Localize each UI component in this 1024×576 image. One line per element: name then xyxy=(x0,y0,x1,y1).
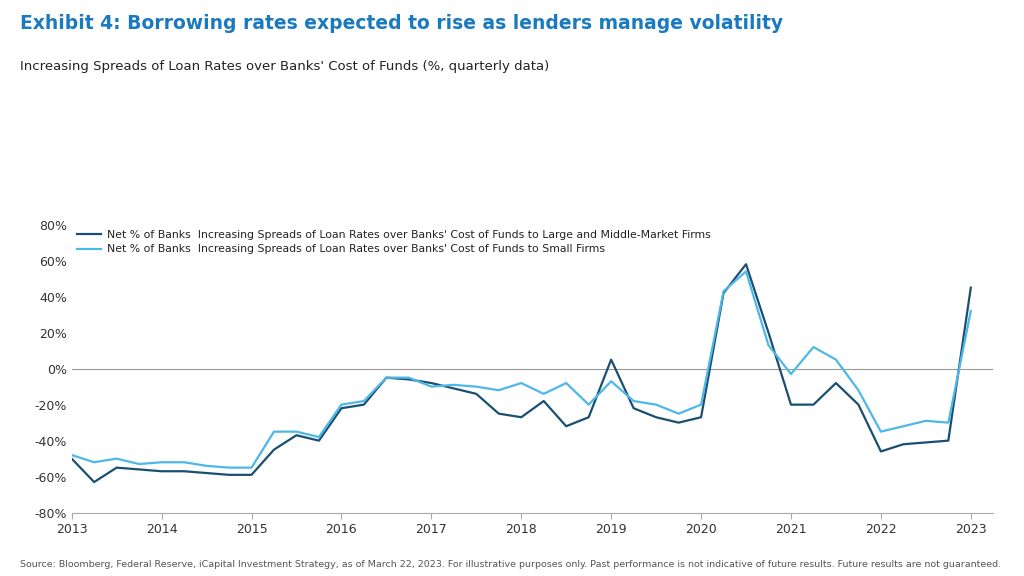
Net % of Banks  Increasing Spreads of Loan Rates over Banks' Cost of Funds to Small Firms xyxy=(740,268,753,275)
Net % of Banks  Increasing Spreads of Loan Rates over Banks' Cost of Funds to Small Firms xyxy=(829,356,842,363)
Net % of Banks  Increasing Spreads of Loan Rates over Banks' Cost of Funds to Small Firms xyxy=(874,428,887,435)
Net % of Banks  Increasing Spreads of Loan Rates over Banks' Cost of Funds to Large and Middle-Market Firms xyxy=(470,391,482,397)
Text: Exhibit 4: Borrowing rates expected to rise as lenders manage volatility: Exhibit 4: Borrowing rates expected to r… xyxy=(20,14,783,33)
Net % of Banks  Increasing Spreads of Loan Rates over Banks' Cost of Funds to Large and Middle-Market Firms xyxy=(762,329,774,336)
Net % of Banks  Increasing Spreads of Loan Rates over Banks' Cost of Funds to Large and Middle-Market Firms xyxy=(246,471,258,478)
Net % of Banks  Increasing Spreads of Loan Rates over Banks' Cost of Funds to Small Firms xyxy=(357,397,370,404)
Net % of Banks  Increasing Spreads of Loan Rates over Banks' Cost of Funds to Small Firms xyxy=(470,383,482,390)
Net % of Banks  Increasing Spreads of Loan Rates over Banks' Cost of Funds to Small Firms xyxy=(673,410,685,417)
Net % of Banks  Increasing Spreads of Loan Rates over Banks' Cost of Funds to Large and Middle-Market Firms xyxy=(380,374,392,381)
Net % of Banks  Increasing Spreads of Loan Rates over Banks' Cost of Funds to Large and Middle-Market Firms xyxy=(201,469,213,476)
Net % of Banks  Increasing Spreads of Loan Rates over Banks' Cost of Funds to Small Firms xyxy=(493,387,505,394)
Net % of Banks  Increasing Spreads of Loan Rates over Banks' Cost of Funds to Large and Middle-Market Firms xyxy=(357,401,370,408)
Net % of Banks  Increasing Spreads of Loan Rates over Banks' Cost of Funds to Large and Middle-Market Firms xyxy=(695,414,708,420)
Net % of Banks  Increasing Spreads of Loan Rates over Banks' Cost of Funds to Small Firms xyxy=(178,458,190,465)
Net % of Banks  Increasing Spreads of Loan Rates over Banks' Cost of Funds to Large and Middle-Market Firms xyxy=(447,385,460,392)
Net % of Banks  Increasing Spreads of Loan Rates over Banks' Cost of Funds to Large and Middle-Market Firms xyxy=(88,479,100,486)
Net % of Banks  Increasing Spreads of Loan Rates over Banks' Cost of Funds to Small Firms xyxy=(583,401,595,408)
Net % of Banks  Increasing Spreads of Loan Rates over Banks' Cost of Funds to Large and Middle-Market Firms xyxy=(965,284,977,291)
Net % of Banks  Increasing Spreads of Loan Rates over Banks' Cost of Funds to Large and Middle-Market Firms xyxy=(268,446,281,453)
Net % of Banks  Increasing Spreads of Loan Rates over Banks' Cost of Funds to Small Firms xyxy=(560,380,572,386)
Net % of Banks  Increasing Spreads of Loan Rates over Banks' Cost of Funds to Large and Middle-Market Firms xyxy=(583,414,595,420)
Net % of Banks  Increasing Spreads of Loan Rates over Banks' Cost of Funds to Large and Middle-Market Firms xyxy=(874,448,887,455)
Net % of Banks  Increasing Spreads of Loan Rates over Banks' Cost of Funds to Small Firms xyxy=(133,461,145,468)
Net % of Banks  Increasing Spreads of Loan Rates over Banks' Cost of Funds to Large and Middle-Market Firms xyxy=(223,471,236,478)
Net % of Banks  Increasing Spreads of Loan Rates over Banks' Cost of Funds to Small Firms xyxy=(156,458,168,465)
Net % of Banks  Increasing Spreads of Loan Rates over Banks' Cost of Funds to Large and Middle-Market Firms xyxy=(560,423,572,430)
Net % of Banks  Increasing Spreads of Loan Rates over Banks' Cost of Funds to Small Firms xyxy=(897,423,909,430)
Line: Net % of Banks  Increasing Spreads of Loan Rates over Banks' Cost of Funds to Small Firms: Net % of Banks Increasing Spreads of Loa… xyxy=(72,271,971,468)
Net % of Banks  Increasing Spreads of Loan Rates over Banks' Cost of Funds to Large and Middle-Market Firms xyxy=(920,439,932,446)
Net % of Banks  Increasing Spreads of Loan Rates over Banks' Cost of Funds to Small Firms xyxy=(538,391,550,397)
Net % of Banks  Increasing Spreads of Loan Rates over Banks' Cost of Funds to Small Firms xyxy=(268,428,281,435)
Net % of Banks  Increasing Spreads of Loan Rates over Banks' Cost of Funds to Small Firms xyxy=(628,397,640,404)
Net % of Banks  Increasing Spreads of Loan Rates over Banks' Cost of Funds to Small Firms xyxy=(111,455,123,462)
Net % of Banks  Increasing Spreads of Loan Rates over Banks' Cost of Funds to Large and Middle-Market Firms xyxy=(538,397,550,404)
Net % of Banks  Increasing Spreads of Loan Rates over Banks' Cost of Funds to Small Firms xyxy=(920,418,932,425)
Net % of Banks  Increasing Spreads of Loan Rates over Banks' Cost of Funds to Large and Middle-Market Firms xyxy=(66,455,78,462)
Legend: Net % of Banks  Increasing Spreads of Loan Rates over Banks' Cost of Funds to La: Net % of Banks Increasing Spreads of Loa… xyxy=(77,230,712,255)
Net % of Banks  Increasing Spreads of Loan Rates over Banks' Cost of Funds to Large and Middle-Market Firms xyxy=(784,401,797,408)
Text: Source: Bloomberg, Federal Reserve, iCapital Investment Strategy, as of March 22: Source: Bloomberg, Federal Reserve, iCap… xyxy=(20,560,1001,569)
Net % of Banks  Increasing Spreads of Loan Rates over Banks' Cost of Funds to Large and Middle-Market Firms xyxy=(493,410,505,417)
Net % of Banks  Increasing Spreads of Loan Rates over Banks' Cost of Funds to Large and Middle-Market Firms xyxy=(178,468,190,475)
Net % of Banks  Increasing Spreads of Loan Rates over Banks' Cost of Funds to Small Firms xyxy=(852,387,864,394)
Net % of Banks  Increasing Spreads of Loan Rates over Banks' Cost of Funds to Small Firms xyxy=(515,380,527,386)
Net % of Banks  Increasing Spreads of Loan Rates over Banks' Cost of Funds to Large and Middle-Market Firms xyxy=(829,380,842,386)
Net % of Banks  Increasing Spreads of Loan Rates over Banks' Cost of Funds to Large and Middle-Market Firms xyxy=(402,376,415,383)
Net % of Banks  Increasing Spreads of Loan Rates over Banks' Cost of Funds to Large and Middle-Market Firms xyxy=(740,261,753,268)
Net % of Banks  Increasing Spreads of Loan Rates over Banks' Cost of Funds to Small Firms xyxy=(246,464,258,471)
Net % of Banks  Increasing Spreads of Loan Rates over Banks' Cost of Funds to Small Firms xyxy=(965,308,977,314)
Net % of Banks  Increasing Spreads of Loan Rates over Banks' Cost of Funds to Small Firms xyxy=(380,374,392,381)
Net % of Banks  Increasing Spreads of Loan Rates over Banks' Cost of Funds to Large and Middle-Market Firms xyxy=(852,401,864,408)
Net % of Banks  Increasing Spreads of Loan Rates over Banks' Cost of Funds to Large and Middle-Market Firms xyxy=(425,380,437,386)
Net % of Banks  Increasing Spreads of Loan Rates over Banks' Cost of Funds to Large and Middle-Market Firms xyxy=(718,290,730,297)
Net % of Banks  Increasing Spreads of Loan Rates over Banks' Cost of Funds to Small Firms xyxy=(762,342,774,348)
Net % of Banks  Increasing Spreads of Loan Rates over Banks' Cost of Funds to Large and Middle-Market Firms xyxy=(515,414,527,420)
Net % of Banks  Increasing Spreads of Loan Rates over Banks' Cost of Funds to Small Firms xyxy=(291,428,303,435)
Line: Net % of Banks  Increasing Spreads of Loan Rates over Banks' Cost of Funds to Large and Middle-Market Firms: Net % of Banks Increasing Spreads of Loa… xyxy=(72,264,971,482)
Net % of Banks  Increasing Spreads of Loan Rates over Banks' Cost of Funds to Small Firms xyxy=(807,343,819,350)
Net % of Banks  Increasing Spreads of Loan Rates over Banks' Cost of Funds to Small Firms xyxy=(942,419,954,426)
Net % of Banks  Increasing Spreads of Loan Rates over Banks' Cost of Funds to Large and Middle-Market Firms xyxy=(335,405,347,412)
Net % of Banks  Increasing Spreads of Loan Rates over Banks' Cost of Funds to Large and Middle-Market Firms xyxy=(156,468,168,475)
Net % of Banks  Increasing Spreads of Loan Rates over Banks' Cost of Funds to Large and Middle-Market Firms xyxy=(605,356,617,363)
Net % of Banks  Increasing Spreads of Loan Rates over Banks' Cost of Funds to Small Firms xyxy=(66,452,78,458)
Net % of Banks  Increasing Spreads of Loan Rates over Banks' Cost of Funds to Large and Middle-Market Firms xyxy=(291,432,303,439)
Net % of Banks  Increasing Spreads of Loan Rates over Banks' Cost of Funds to Large and Middle-Market Firms xyxy=(673,419,685,426)
Net % of Banks  Increasing Spreads of Loan Rates over Banks' Cost of Funds to Large and Middle-Market Firms xyxy=(650,414,663,420)
Net % of Banks  Increasing Spreads of Loan Rates over Banks' Cost of Funds to Small Firms xyxy=(88,458,100,465)
Net % of Banks  Increasing Spreads of Loan Rates over Banks' Cost of Funds to Large and Middle-Market Firms xyxy=(897,441,909,448)
Net % of Banks  Increasing Spreads of Loan Rates over Banks' Cost of Funds to Small Firms xyxy=(718,288,730,295)
Net % of Banks  Increasing Spreads of Loan Rates over Banks' Cost of Funds to Small Firms xyxy=(402,374,415,381)
Net % of Banks  Increasing Spreads of Loan Rates over Banks' Cost of Funds to Small Firms xyxy=(695,401,708,408)
Net % of Banks  Increasing Spreads of Loan Rates over Banks' Cost of Funds to Small Firms xyxy=(425,383,437,390)
Net % of Banks  Increasing Spreads of Loan Rates over Banks' Cost of Funds to Small Firms xyxy=(447,381,460,388)
Net % of Banks  Increasing Spreads of Loan Rates over Banks' Cost of Funds to Large and Middle-Market Firms xyxy=(807,401,819,408)
Net % of Banks  Increasing Spreads of Loan Rates over Banks' Cost of Funds to Small Firms xyxy=(201,463,213,469)
Net % of Banks  Increasing Spreads of Loan Rates over Banks' Cost of Funds to Small Firms xyxy=(223,464,236,471)
Net % of Banks  Increasing Spreads of Loan Rates over Banks' Cost of Funds to Small Firms xyxy=(605,378,617,385)
Net % of Banks  Increasing Spreads of Loan Rates over Banks' Cost of Funds to Large and Middle-Market Firms xyxy=(133,466,145,473)
Net % of Banks  Increasing Spreads of Loan Rates over Banks' Cost of Funds to Small Firms xyxy=(312,434,325,441)
Net % of Banks  Increasing Spreads of Loan Rates over Banks' Cost of Funds to Small Firms xyxy=(784,370,797,377)
Text: Increasing Spreads of Loan Rates over Banks' Cost of Funds (%, quarterly data): Increasing Spreads of Loan Rates over Ba… xyxy=(20,60,550,74)
Net % of Banks  Increasing Spreads of Loan Rates over Banks' Cost of Funds to Large and Middle-Market Firms xyxy=(111,464,123,471)
Net % of Banks  Increasing Spreads of Loan Rates over Banks' Cost of Funds to Large and Middle-Market Firms xyxy=(942,437,954,444)
Net % of Banks  Increasing Spreads of Loan Rates over Banks' Cost of Funds to Large and Middle-Market Firms xyxy=(628,405,640,412)
Net % of Banks  Increasing Spreads of Loan Rates over Banks' Cost of Funds to Large and Middle-Market Firms xyxy=(312,437,325,444)
Net % of Banks  Increasing Spreads of Loan Rates over Banks' Cost of Funds to Small Firms xyxy=(335,401,347,408)
Net % of Banks  Increasing Spreads of Loan Rates over Banks' Cost of Funds to Small Firms xyxy=(650,401,663,408)
